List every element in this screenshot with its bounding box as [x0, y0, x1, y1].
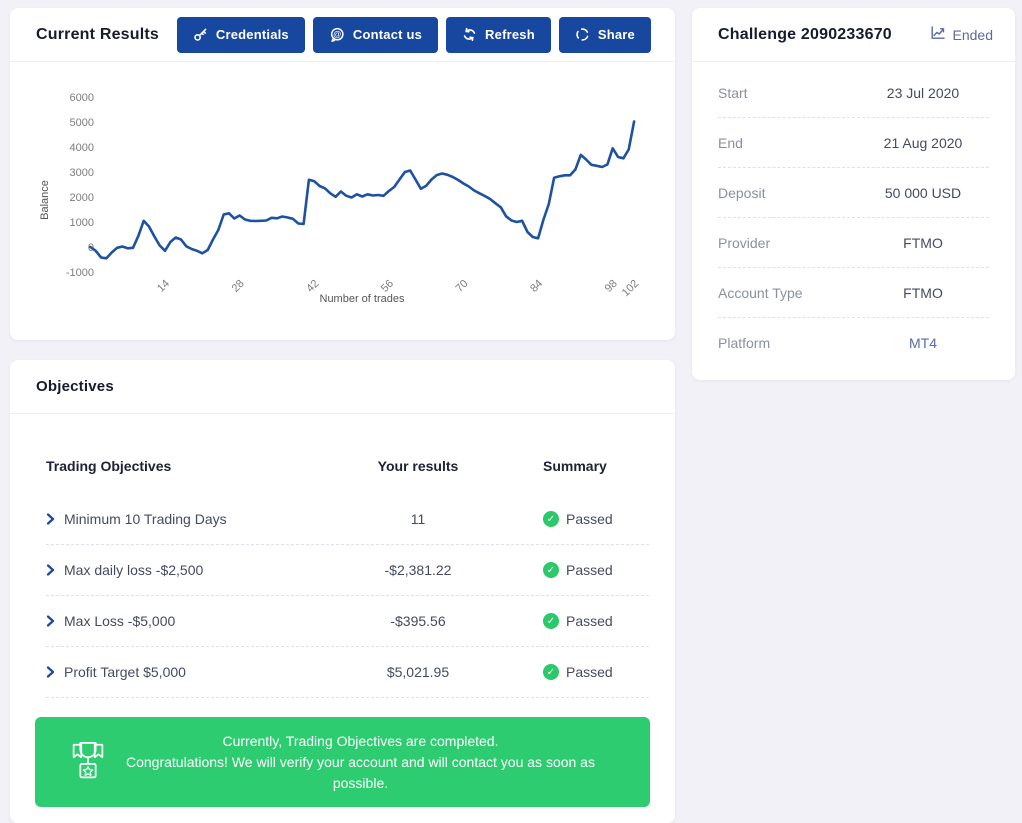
table-header-row: Trading Objectives Your results Summary — [46, 452, 649, 480]
status-badge: Passed — [566, 562, 613, 578]
challenge-row-provider: Provider FTMO — [718, 218, 989, 268]
check-circle-icon: ✓ — [543, 511, 559, 527]
status-badge: Passed — [566, 511, 613, 527]
challenge-row-account-type: Account Type FTMO — [718, 268, 989, 318]
table-row-min-trading-days[interactable]: Minimum 10 Trading Days 11 ✓ Passed — [46, 494, 649, 545]
page-title: Current Results — [36, 25, 160, 43]
trophy-icon — [57, 739, 119, 785]
current-results-card: Current Results Credentials — [10, 8, 675, 340]
key-icon — [193, 27, 208, 42]
refresh-button[interactable]: Refresh — [446, 16, 551, 53]
credentials-button[interactable]: Credentials — [176, 16, 305, 53]
challenge-row-platform: Platform MT4 — [718, 318, 989, 368]
check-circle-icon: ✓ — [543, 613, 559, 629]
svg-text:4000: 4000 — [70, 142, 94, 154]
chart-ended-icon — [930, 25, 946, 44]
objectives-completed-banner: Currently, Trading Objectives are comple… — [35, 717, 650, 807]
chevron-right-icon — [46, 666, 55, 678]
banner-line-2: Congratulations! We will verify your acc… — [126, 753, 595, 791]
chevron-right-icon — [46, 513, 55, 525]
svg-text:@: @ — [333, 30, 341, 39]
check-circle-icon: ✓ — [543, 562, 559, 578]
trading-objectives-table: Trading Objectives Your results Summary … — [10, 452, 675, 698]
objective-result: -$395.56 — [390, 613, 446, 629]
objective-result: $5,021.95 — [386, 664, 450, 680]
contact-us-button[interactable]: @ Contact us — [312, 16, 439, 53]
challenge-title: Challenge 2090233670 — [718, 25, 892, 43]
col-header-trading-objectives: Trading Objectives — [46, 458, 172, 474]
share-icon — [575, 27, 590, 42]
svg-text:102: 102 — [620, 278, 641, 299]
svg-text:3000: 3000 — [70, 167, 94, 179]
col-header-summary: Summary — [543, 458, 607, 474]
challenge-row-end: End 21 Aug 2020 — [718, 118, 989, 168]
svg-text:2000: 2000 — [70, 192, 94, 204]
objective-label: Minimum 10 Trading Days — [64, 511, 227, 527]
svg-text:Balance: Balance — [39, 180, 51, 220]
check-circle-icon: ✓ — [543, 664, 559, 680]
status-badge: Passed — [566, 664, 613, 680]
svg-text:1000: 1000 — [70, 217, 94, 229]
svg-text:28: 28 — [230, 278, 247, 295]
chevron-right-icon — [46, 615, 55, 627]
status-label: Ended — [952, 26, 993, 43]
svg-text:70: 70 — [453, 278, 470, 295]
objectives-title: Objectives — [36, 378, 114, 395]
challenge-row-start: Start 23 Jul 2020 — [718, 68, 989, 118]
svg-text:-1000: -1000 — [66, 267, 94, 279]
chat-icon: @ — [329, 27, 345, 43]
svg-text:6000: 6000 — [70, 92, 94, 104]
objective-result: -$2,381.22 — [384, 562, 452, 578]
chevron-right-icon — [46, 564, 55, 576]
platform-link[interactable]: MT4 — [909, 335, 937, 351]
col-header-your-results: Your results — [377, 458, 459, 474]
current-results-header: Current Results Credentials — [10, 8, 675, 62]
svg-text:14: 14 — [155, 278, 172, 295]
table-row-max-daily-loss[interactable]: Max daily loss -$2,500 -$2,381.22 ✓ Pass… — [46, 545, 649, 596]
challenge-status: Ended — [930, 25, 993, 44]
svg-text:98: 98 — [603, 278, 620, 295]
objective-label: Max daily loss -$2,500 — [64, 562, 204, 578]
banner-line-1: Currently, Trading Objectives are comple… — [222, 732, 499, 749]
status-badge: Passed — [566, 613, 613, 629]
svg-text:Number of trades: Number of trades — [320, 293, 405, 305]
refresh-icon — [462, 27, 477, 42]
share-button[interactable]: Share — [558, 16, 651, 53]
challenge-card: Challenge 2090233670 Ended Start 23 Jul … — [692, 8, 1015, 380]
challenge-row-deposit: Deposit 50 000 USD — [718, 168, 989, 218]
svg-text:84: 84 — [528, 278, 545, 295]
table-row-max-loss[interactable]: Max Loss -$5,000 -$395.56 ✓ Passed — [46, 596, 649, 647]
objective-result: 11 — [410, 511, 426, 527]
svg-text:5000: 5000 — [70, 117, 94, 129]
table-row-profit-target[interactable]: Profit Target $5,000 $5,021.95 ✓ Passed — [46, 647, 649, 698]
objectives-card: Objectives Trading Objectives Your resul… — [10, 360, 675, 823]
objective-label: Max Loss -$5,000 — [64, 613, 176, 629]
objective-label: Profit Target $5,000 — [64, 664, 186, 680]
